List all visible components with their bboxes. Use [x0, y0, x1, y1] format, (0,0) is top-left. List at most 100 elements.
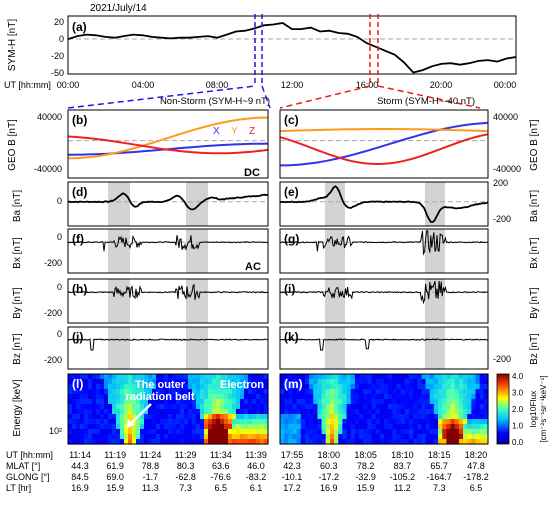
spectrogram-cell [168, 414, 173, 420]
spectrogram-m [280, 374, 489, 445]
spectrogram-cell [309, 384, 314, 390]
spectrogram-cell [248, 424, 253, 430]
spectrogram-cell [400, 409, 406, 415]
right-footer-cell: 47.8 [467, 461, 485, 471]
spectrogram-cell [160, 374, 165, 380]
spectrogram-cell [192, 389, 197, 395]
spectrogram-cell [192, 429, 197, 435]
spectrogram-cell [248, 429, 253, 435]
spectrogram-cell [164, 394, 169, 400]
footer-row-label: LT [hr] [6, 483, 31, 493]
spectrogram-cell [338, 419, 343, 425]
spectrogram-cell [252, 414, 257, 420]
spectrogram-cell [384, 419, 389, 425]
spectrogram-cell [280, 419, 285, 425]
spectrogram-cell [176, 419, 181, 425]
spectrogram-cell [392, 419, 398, 425]
spectrogram-cell [140, 374, 145, 380]
spectrogram-cell [236, 404, 241, 410]
spectrogram-cell [375, 414, 381, 420]
spectrogram-cell [228, 439, 233, 445]
spectrogram-cell [220, 389, 225, 395]
spectrogram-cell [192, 409, 197, 415]
spectrogram-cell [96, 394, 101, 400]
spectrogram-cell [450, 379, 456, 385]
spectrogram-cell [433, 394, 439, 400]
spectrogram-cell [176, 394, 181, 400]
right-footer-cell: 18:00 [318, 450, 341, 460]
spectrogram-cell [350, 409, 356, 415]
by-series-h [67, 283, 269, 301]
spectrogram-cell [384, 389, 389, 395]
shade-band-g-1 [325, 229, 345, 273]
spectrogram-cell [96, 434, 101, 440]
spectrogram-cell [252, 379, 257, 385]
spectrogram-cell [84, 409, 89, 415]
spectrogram-cell [329, 434, 335, 440]
colorbar-tick-4: 0.0 [512, 438, 524, 447]
spectrogram-cell [467, 379, 472, 385]
spectrogram-cell [104, 394, 109, 400]
spectrogram-cell [152, 419, 157, 425]
spectrogram-cell [438, 404, 443, 410]
spectrogram-cell [168, 379, 173, 385]
spectrogram-cell [292, 409, 298, 415]
spectrogram-cell [329, 404, 335, 410]
storm-zoom-line-left [279, 85, 371, 109]
spectrogram-cell [338, 404, 343, 410]
spectrogram-cell [400, 384, 406, 390]
spectrogram-cell [68, 399, 73, 405]
spectrogram-cell [359, 394, 364, 400]
spectrogram-cell [132, 374, 137, 380]
spectrogram-cell [112, 384, 117, 390]
spectrogram-cell [446, 429, 452, 435]
spectrogram-cell [288, 434, 294, 440]
bz-series-j [67, 338, 269, 351]
spectrogram-cell [379, 384, 385, 390]
spectrogram-cell [256, 384, 261, 390]
spectrogram-cell [216, 429, 221, 435]
spectrogram-cell [160, 394, 165, 400]
spectrogram-cell [446, 419, 452, 425]
spectrogram-cell [84, 394, 89, 400]
spectrogram-cell [454, 389, 460, 395]
spectrogram-cell [144, 414, 149, 420]
spectrogram-cell [92, 424, 97, 430]
right-footer-cell: 7.3 [433, 483, 446, 493]
spectrogram-cell [338, 434, 343, 440]
spectrogram-cell [438, 429, 443, 435]
spectrogram-cell [248, 434, 253, 440]
geo-series-z-c [279, 133, 489, 166]
spectrogram-cell [144, 394, 149, 400]
spectrogram-cell [200, 414, 205, 420]
spectrogram-cell [224, 439, 229, 445]
spectrogram-cell [100, 399, 105, 405]
spectrogram-cell [296, 434, 302, 440]
spectrogram-cell [100, 414, 105, 420]
spectrogram-cell [346, 424, 352, 430]
spectrogram-cell [425, 374, 431, 380]
spectrogram-cell [471, 409, 477, 415]
spectrogram-cell [438, 439, 443, 445]
spectrogram-cell [408, 409, 414, 415]
spectrogram-cell [112, 429, 117, 435]
spectrogram-cell [304, 389, 310, 395]
by-ylabel-right: By [nT] [529, 287, 540, 319]
right-footer-cell: 18:10 [391, 450, 414, 460]
spectrogram-cell [88, 404, 93, 410]
spectrogram-cell [458, 389, 464, 395]
spectrogram-cell [463, 439, 468, 445]
spectrogram-cell [168, 394, 173, 400]
spectrogram-cell [367, 414, 373, 420]
by-ytick-zero-left: 0 [57, 282, 62, 292]
spectrogram-cell [429, 424, 435, 430]
spectrogram-cell [108, 379, 113, 385]
spectrogram-cell [116, 419, 121, 425]
spectrogram-cell [136, 419, 141, 425]
spectrogram-cell [384, 429, 389, 435]
spectrogram-cell [72, 399, 77, 405]
spectrogram-cell [429, 414, 435, 420]
spectrogram-cell [148, 414, 153, 420]
spectrogram-cell [236, 429, 241, 435]
spectrogram-cell [204, 404, 209, 410]
